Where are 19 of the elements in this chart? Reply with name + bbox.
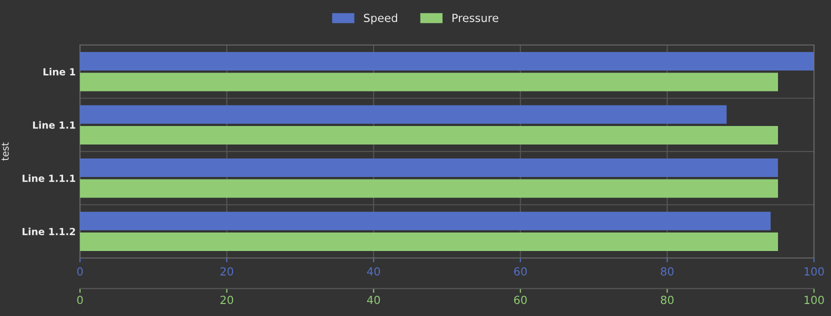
x-tick-label: 20	[220, 267, 234, 276]
x2-tick-label: 80	[660, 296, 674, 304]
x2-tick-label: 60	[514, 296, 527, 304]
y-tick-label: Line 1.1.2	[22, 228, 75, 236]
x-tick-label: 80	[660, 267, 674, 276]
y-tick-label: Line 1	[44, 68, 76, 76]
y-tick-label: Line 1.1.1	[22, 174, 76, 182]
x2-tick-label: 40	[367, 296, 380, 304]
x-tick-label: 100	[804, 267, 824, 276]
x-tick-label: 0	[77, 267, 83, 276]
x-tick-label: 40	[367, 267, 380, 276]
y-axis-title: test	[2, 142, 9, 161]
x2-tick-label: 20	[220, 296, 234, 304]
y-tick-label: Line 1.1	[33, 121, 76, 129]
x2-tick-label: 0	[77, 296, 83, 304]
legend-label: Pressure	[452, 14, 498, 22]
x-tick-label: 60	[514, 267, 527, 276]
x2-tick-label: 100	[804, 296, 824, 304]
legend-label: Speed	[364, 13, 398, 24]
